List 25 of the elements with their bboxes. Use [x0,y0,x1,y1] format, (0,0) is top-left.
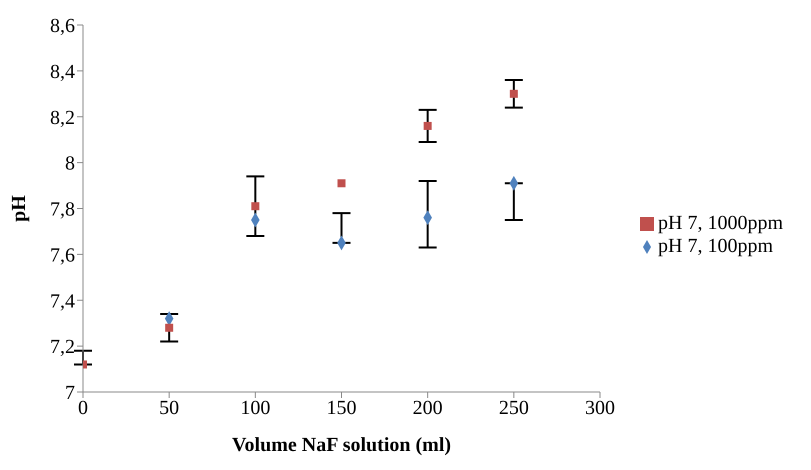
point [424,122,432,130]
y-tick-label: 7 [65,382,75,404]
point [251,202,260,210]
x-axis-title: Volume NaF solution (ml) [232,434,452,456]
x-tick-label: 0 [78,397,88,420]
point [165,324,174,332]
y-tick-label: 7,2 [50,336,75,358]
x-tick-label: 250 [498,397,529,420]
x-tick-label: 50 [159,397,180,420]
x-tick-label: 200 [412,397,443,420]
x-tick-label: 300 [585,397,615,420]
legend-label: pH 7, 1000ppm [658,212,783,234]
y-axis-title: pH [8,194,30,222]
y-tick-label: 7,4 [50,290,75,312]
legend-label: pH 7, 100ppm [658,235,773,257]
y-tick-label: 8 [65,152,75,175]
x-tick-label: 150 [326,397,356,420]
y-tick-label: 7,6 [50,244,75,266]
y-tick-label: 8,6 [50,15,75,38]
y-tick-label: 7,8 [50,198,75,221]
point [510,90,518,98]
y-tick-label: 8,2 [50,106,75,129]
point [338,179,346,188]
x-tick-label: 100 [240,397,270,420]
y-tick-label: 8,4 [50,60,75,83]
